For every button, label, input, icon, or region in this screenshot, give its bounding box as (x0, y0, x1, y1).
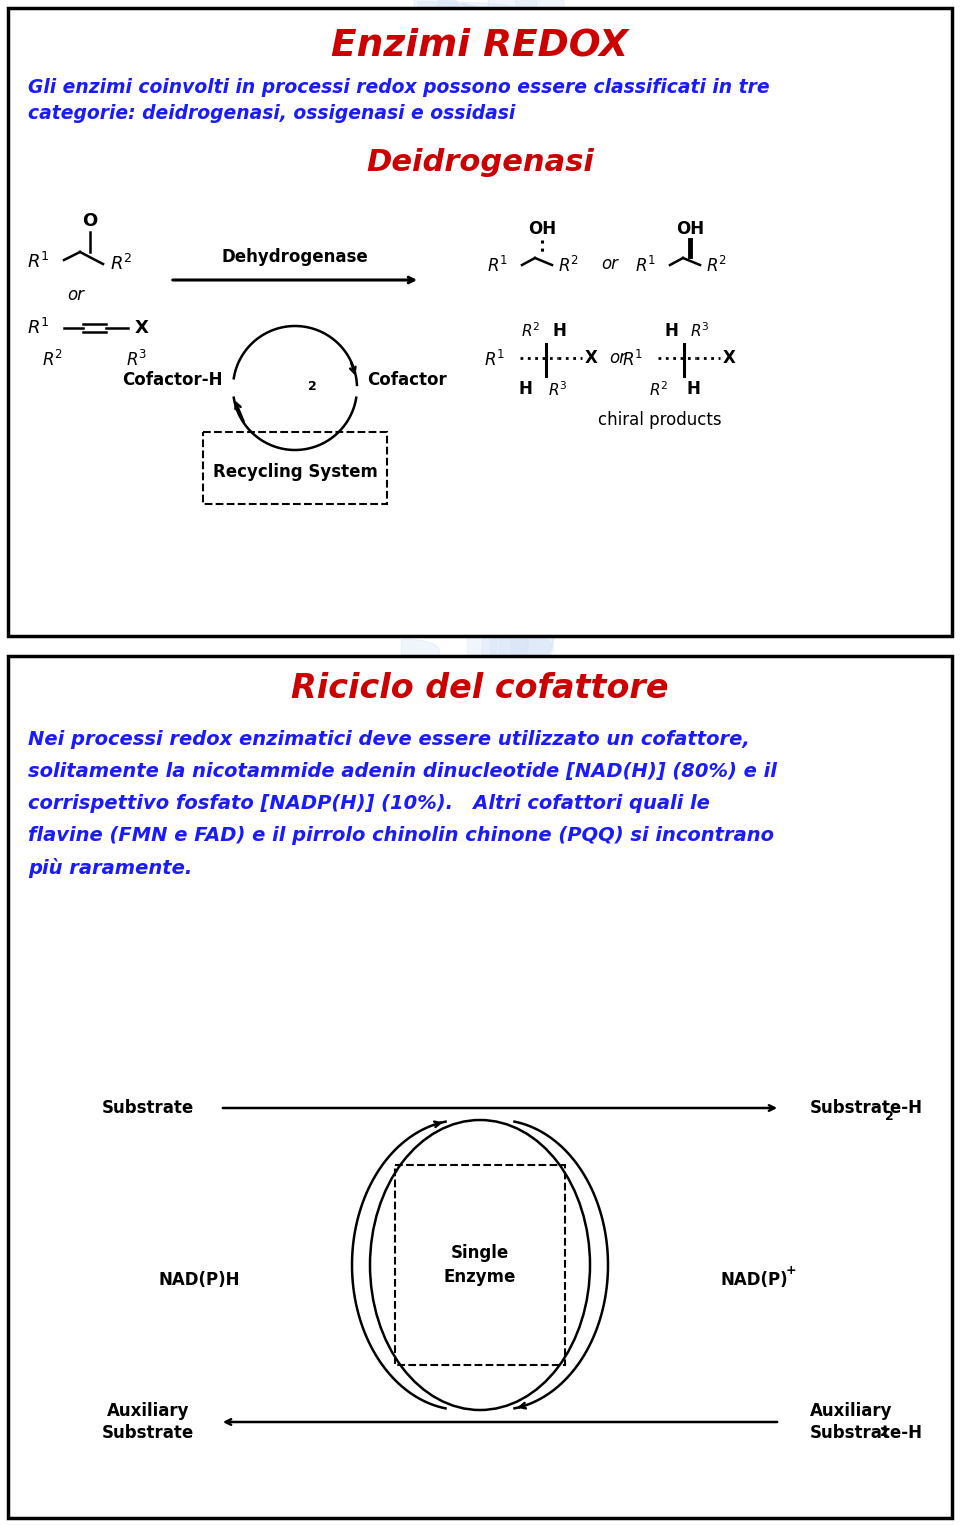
Text: Auxiliary
Substrate: Auxiliary Substrate (102, 1401, 194, 1443)
Text: flavine (FMN e FAD) e il pirrolo chinolin chinone (PQQ) si incontrano: flavine (FMN e FAD) e il pirrolo chinoli… (28, 827, 774, 845)
Text: 2: 2 (308, 380, 317, 392)
Text: $R^2$: $R^2$ (110, 255, 132, 274)
Text: Nei processi redox enzimatici deve essere utilizzato un cofattore,: Nei processi redox enzimatici deve esser… (28, 730, 750, 749)
Text: O: O (83, 212, 98, 230)
Polygon shape (468, 113, 493, 183)
Polygon shape (427, 119, 477, 177)
Polygon shape (512, 622, 553, 714)
Polygon shape (414, 0, 459, 69)
Text: chiral products: chiral products (598, 412, 722, 429)
Text: or: or (602, 255, 618, 273)
Text: $R^1$: $R^1$ (484, 349, 505, 371)
Bar (395, 1165, 565, 1365)
Text: $R^2$: $R^2$ (706, 256, 727, 276)
Polygon shape (499, 625, 528, 711)
Text: Deidrogenasi: Deidrogenasi (366, 148, 594, 177)
Polygon shape (468, 628, 497, 708)
Text: $R^2$: $R^2$ (558, 256, 579, 276)
Text: H: H (518, 380, 532, 398)
Polygon shape (516, 0, 564, 73)
Text: $R^1$: $R^1$ (487, 256, 508, 276)
Text: Single
Enzyme: Single Enzyme (444, 1243, 516, 1287)
Text: più raramente.: più raramente. (28, 859, 192, 878)
Text: Cofactor: Cofactor (367, 371, 446, 389)
Text: Substrate: Substrate (102, 1100, 194, 1116)
Text: corrispettivo fosfato [NADP(H)] (10%).   Altri cofattori quali le: corrispettivo fosfato [NADP(H)] (10%). A… (28, 795, 709, 813)
Text: X: X (585, 349, 598, 368)
Text: Enzimi REDOX: Enzimi REDOX (331, 27, 629, 64)
Text: $R^1$: $R^1$ (28, 317, 50, 339)
Text: $R^2$: $R^2$ (649, 380, 668, 398)
Text: Dehydrogenase: Dehydrogenase (222, 249, 369, 265)
Polygon shape (401, 639, 440, 697)
Polygon shape (438, 113, 488, 183)
Text: or: or (610, 349, 627, 368)
Text: $R^2$: $R^2$ (42, 351, 63, 371)
Text: $R^1$: $R^1$ (622, 349, 643, 371)
Bar (203, 432, 387, 503)
Bar (8, 656, 952, 1517)
Polygon shape (482, 616, 554, 720)
Polygon shape (463, 3, 526, 58)
Text: X: X (135, 319, 149, 337)
Text: Cofactor-H: Cofactor-H (123, 371, 223, 389)
Text: H: H (686, 380, 700, 398)
Text: NAD(P)H: NAD(P)H (158, 1270, 240, 1289)
Text: Recycling System: Recycling System (212, 464, 377, 480)
Polygon shape (532, 114, 591, 181)
Text: H: H (552, 322, 565, 340)
Bar (8, 8, 952, 636)
Text: $R^3$: $R^3$ (690, 322, 709, 340)
Text: X: X (723, 349, 736, 368)
Text: $R^1$: $R^1$ (28, 252, 50, 271)
Text: Substrate-H: Substrate-H (810, 1100, 923, 1116)
Text: $R^3$: $R^3$ (126, 351, 147, 371)
Polygon shape (418, 2, 489, 58)
Text: H: H (664, 322, 678, 340)
Text: or: or (67, 287, 84, 303)
Polygon shape (488, 0, 537, 76)
Text: OH: OH (528, 220, 556, 238)
Polygon shape (414, 122, 460, 175)
Text: NAD(P): NAD(P) (720, 1270, 787, 1289)
Ellipse shape (370, 1119, 590, 1411)
Text: solitamente la nicotammide adenin dinucleotide [NAD(H)] (80%) e il: solitamente la nicotammide adenin dinucl… (28, 762, 777, 781)
Text: $R^2$: $R^2$ (520, 322, 540, 340)
Text: Gli enzimi coinvolti in processi redox possono essere classificati in tre: Gli enzimi coinvolti in processi redox p… (28, 78, 770, 98)
Text: Riciclo del cofattore: Riciclo del cofattore (291, 673, 669, 705)
Text: Auxiliary
Substrate-H: Auxiliary Substrate-H (810, 1401, 923, 1443)
Polygon shape (439, 0, 473, 59)
Text: 2: 2 (880, 1426, 889, 1438)
Polygon shape (491, 633, 553, 703)
Text: $R^3$: $R^3$ (548, 380, 567, 398)
Text: OH: OH (676, 220, 704, 238)
Text: 2: 2 (885, 1110, 894, 1122)
Text: $R^1$: $R^1$ (635, 256, 656, 276)
Text: +: + (786, 1264, 797, 1276)
Text: categorie: deidrogenasi, ossigenasi e ossidasi: categorie: deidrogenasi, ossigenasi e os… (28, 104, 516, 124)
Polygon shape (468, 117, 510, 178)
